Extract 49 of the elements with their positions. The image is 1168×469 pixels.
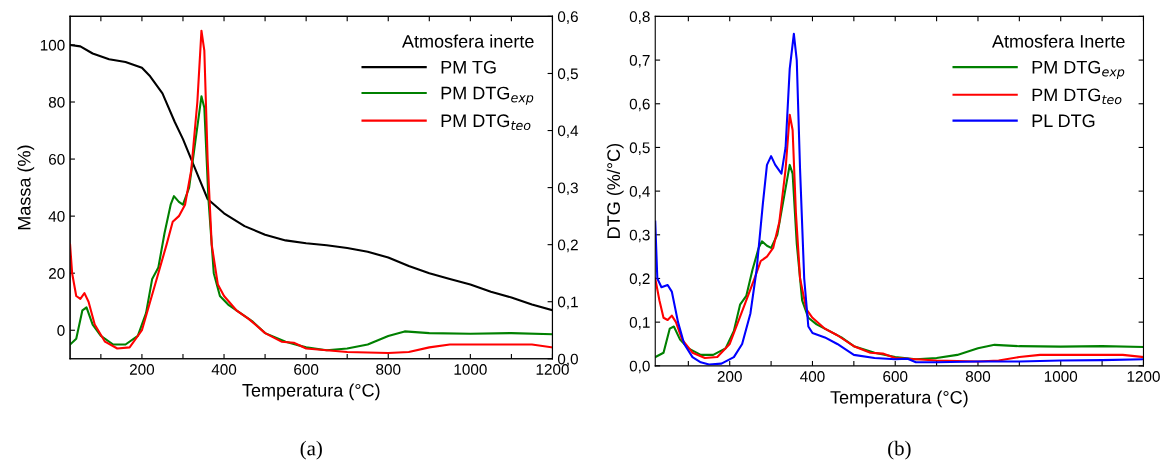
line-series [655, 113, 1144, 363]
line-series [655, 163, 1144, 361]
y-tick-label: 0,5 [629, 142, 650, 155]
y-tick-label: 0,0 [629, 360, 650, 374]
x-tick-label: 400 [211, 364, 237, 375]
x-axis-title: Temperatura (°C) [830, 390, 968, 408]
legend-label: PM DTG$_{teo}$ [1032, 88, 1122, 105]
y-tick-label: 0,7 [629, 54, 650, 68]
x-tick-label: 800 [965, 371, 991, 382]
y-tick-label: 40 [48, 211, 65, 222]
y-tick-label: 20 [49, 268, 65, 279]
y-tick-label: 100 [40, 39, 65, 51]
x-tick-label: 400 [800, 371, 825, 382]
y2-tick-label: 0,4 [557, 125, 579, 139]
x-axis-title: Temperatura (°C) [242, 383, 380, 401]
text: (b) [888, 440, 911, 460]
text: (a) [300, 440, 322, 460]
y-tick-label: 0,1 [629, 317, 650, 330]
x-tick-label: 1200 [1127, 371, 1160, 382]
y2-tick-label: 0,6 [557, 11, 578, 24]
y-tick-label: 0 [57, 325, 65, 336]
y-tick-label: 0,6 [629, 98, 650, 112]
x-tick-label: 200 [717, 371, 742, 382]
y-tick-label: 80 [48, 96, 65, 108]
x-tick-label: 600 [294, 364, 319, 375]
y2-tick-label: 0,1 [557, 296, 578, 310]
y2-tick-label: 0,2 [557, 239, 578, 253]
y-tick-label: 0,2 [629, 273, 650, 286]
y-tick-label: 0,3 [629, 229, 650, 243]
y2-tick-label: 0,5 [557, 68, 578, 81]
x-tick-label: 1000 [454, 364, 487, 375]
y-tick-label: 0,8 [629, 11, 650, 24]
x-tick-label: 200 [129, 364, 155, 375]
legend-label: PM DTG$_{exp}$ [441, 86, 534, 105]
legend-label: PL DTG [1032, 114, 1095, 128]
y2-tick-label: 0,3 [557, 182, 578, 196]
y-axis-title: DTG (%/°C) [606, 143, 624, 238]
x-tick-label: 600 [883, 371, 908, 382]
line-series [70, 29, 553, 355]
y-tick-label: 60 [49, 153, 65, 165]
legend-label: PM TG [441, 60, 496, 74]
x-tick-label: 1000 [1044, 371, 1078, 382]
legend-label: PM DTG$_{exp}$ [1032, 60, 1125, 79]
y-axis-title: Massa (%) [17, 145, 35, 230]
legend-label: PM DTG$_{teo}$ [441, 114, 531, 131]
x-tick-label: 800 [376, 364, 401, 375]
y-tick-label: 0,4 [629, 185, 650, 199]
legend-title: Atmosfera Inerte [991, 34, 1125, 48]
legend-title: Atmosfera inerte [401, 34, 534, 48]
